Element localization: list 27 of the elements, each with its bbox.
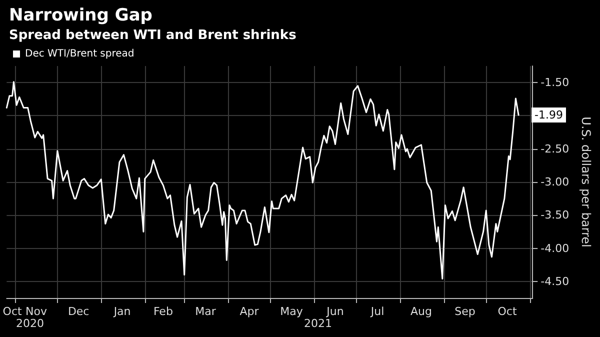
chart-subtitle: Spread between WTI and Brent shrinks [9,28,297,43]
y-tick-label: -2.50 [540,142,570,156]
y-axis-title: U.S. dollars per barrel [579,116,593,248]
y-tick-label: -4.00 [540,242,570,255]
text: 2021 [304,317,332,330]
text: 2020 [16,317,44,330]
x-tick-label: Mar [195,305,216,318]
line-series [6,81,520,280]
data-label: -1.99 [534,108,564,122]
x-tick-label: Jun [326,305,344,318]
x-tick-label: Aug [410,305,432,318]
x-tick-label: Jan [112,305,131,318]
x-tick-label: Feb [153,305,173,318]
y-tick-label: -3.00 [540,176,570,188]
chart-title: Narrowing Gap [9,6,152,26]
x-tick-label: Nov [26,305,48,318]
x-tick-label: Jul [370,305,384,318]
x-tick-label: Oct [2,305,23,318]
x-tick-label: Dec [68,305,90,318]
y-tick-label: -3.50 [540,208,570,222]
y-tick-label: -1.50 [540,76,570,90]
x-tick-label: May [280,305,304,318]
y-tick-label: -4.50 [540,274,570,288]
legend-label: Dec WTI/Brent spread [25,48,134,60]
x-tick-label: Sep [454,305,476,318]
x-tick-label: Apr [240,305,260,318]
x-tick-label: Oct [498,305,518,318]
